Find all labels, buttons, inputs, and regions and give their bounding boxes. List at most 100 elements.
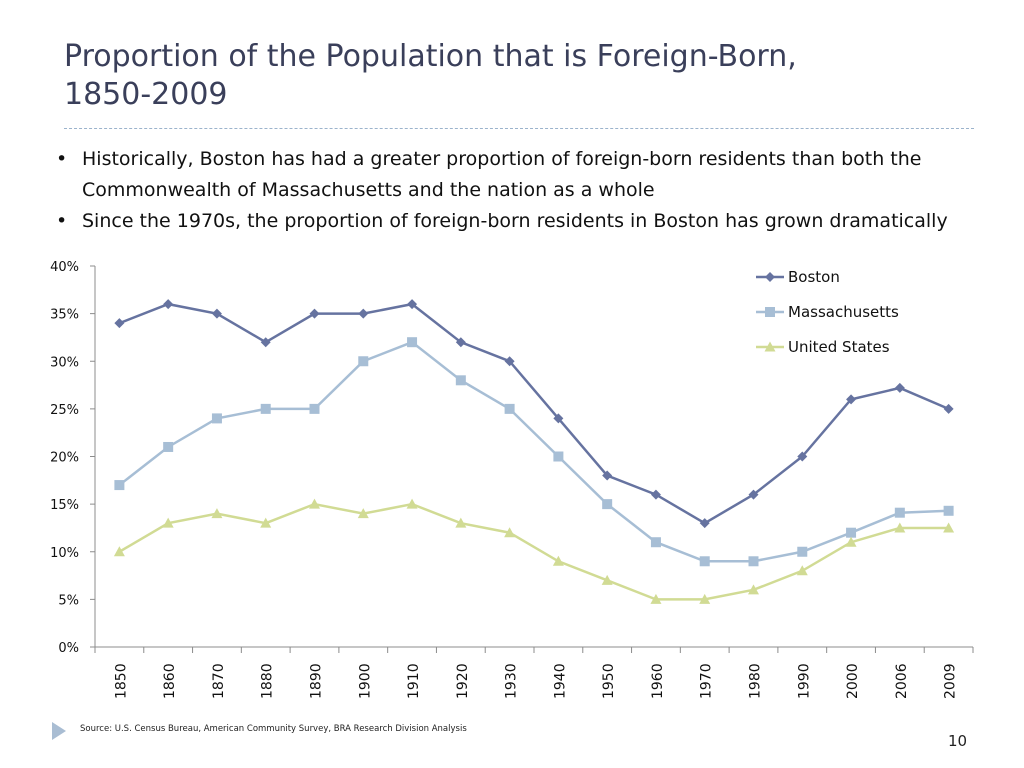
data-point-united-states <box>748 584 759 595</box>
series-line-united-states <box>118 502 949 601</box>
data-point-united-states <box>845 536 857 547</box>
data-point-massachusetts <box>943 505 954 516</box>
y-tick-label: 5% <box>58 593 79 608</box>
data-point-united-states <box>406 498 418 509</box>
x-tick-label: 2006 <box>894 663 910 699</box>
data-point-massachusetts <box>748 556 759 567</box>
x-tick-label: 1890 <box>309 663 325 699</box>
data-point-boston <box>407 299 418 310</box>
data-point-boston <box>602 470 613 481</box>
x-tick-label: 1980 <box>748 663 764 699</box>
data-point-boston <box>846 394 857 405</box>
bullet-item: • Since the 1970s, the proportion of for… <box>50 206 980 237</box>
data-point-united-states <box>650 593 662 604</box>
data-point-united-states <box>504 527 516 538</box>
x-tick-label: 1950 <box>601 663 617 699</box>
x-tick-label: 2000 <box>845 663 861 699</box>
data-point-massachusetts <box>602 499 613 510</box>
data-point-boston <box>699 518 710 529</box>
data-point-massachusetts <box>650 537 661 548</box>
bullet-text: Since the 1970s, the proportion of forei… <box>82 210 948 232</box>
y-tick-label: 15% <box>50 498 79 513</box>
data-point-boston <box>943 403 954 414</box>
series-line-massachusetts <box>118 340 949 563</box>
series-lines <box>113 299 955 604</box>
x-tick-label: 1930 <box>504 663 520 699</box>
page-number: 10 <box>948 732 968 750</box>
x-tick-label: 1860 <box>162 663 178 699</box>
data-point-united-states <box>113 546 125 557</box>
data-point-massachusetts <box>894 507 905 518</box>
legend-label-united-states: United States <box>788 338 890 356</box>
data-point-united-states <box>162 517 174 528</box>
data-point-massachusetts <box>553 451 564 462</box>
y-tick-label: 10% <box>50 546 79 561</box>
data-point-boston <box>114 318 125 329</box>
data-point-united-states <box>455 517 467 528</box>
data-point-boston <box>504 356 515 367</box>
source-note: Source: U.S. Census Bureau, American Com… <box>80 724 467 734</box>
bullet-glyph: • <box>56 210 68 232</box>
bullet-list: • Historically, Boston has had a greater… <box>50 144 980 237</box>
data-point-massachusetts <box>699 556 710 567</box>
data-point-boston <box>309 308 320 319</box>
bullet-glyph: • <box>56 148 68 170</box>
y-tick-label: 25% <box>50 403 79 418</box>
x-tick-label: 1910 <box>406 663 422 699</box>
data-point-massachusetts <box>211 413 222 424</box>
data-point-boston <box>553 413 564 424</box>
data-point-united-states <box>260 517 272 528</box>
series-line-boston <box>118 302 950 525</box>
data-point-boston <box>211 308 222 319</box>
data-point-united-states <box>357 508 369 519</box>
legend-label-boston: Boston <box>788 268 840 286</box>
y-tick-label: 20% <box>50 451 79 466</box>
x-tick-label: 1880 <box>260 663 276 699</box>
data-point-massachusetts <box>455 375 466 386</box>
x-tick-label: 1990 <box>796 663 812 699</box>
x-tick-label: 1960 <box>650 663 666 699</box>
data-point-united-states <box>552 555 564 566</box>
x-tick-label: 1870 <box>211 663 227 699</box>
data-point-united-states <box>894 522 906 533</box>
data-point-boston <box>650 489 661 500</box>
bullet-text: Historically, Boston has had a greater p… <box>82 148 922 201</box>
data-point-massachusetts <box>846 527 857 538</box>
x-tick-label: 1920 <box>455 663 471 699</box>
data-point-boston <box>358 308 369 319</box>
title-divider <box>64 128 974 129</box>
data-point-united-states <box>211 508 223 519</box>
data-point-united-states <box>309 498 320 509</box>
legend-marker-boston <box>765 272 775 282</box>
data-point-boston <box>894 382 905 393</box>
legend-marker-united-states <box>764 341 776 352</box>
data-point-massachusetts <box>797 546 808 557</box>
legend-label-massachusetts: Massachusetts <box>788 303 899 321</box>
data-point-united-states <box>601 574 613 585</box>
x-tick-label: 1850 <box>113 663 129 699</box>
chart-axes <box>90 265 974 653</box>
data-point-boston <box>455 337 466 348</box>
slide-corner-arrow-icon <box>52 722 66 740</box>
y-tick-label: 0% <box>58 641 79 656</box>
data-point-massachusetts <box>358 356 369 367</box>
data-point-massachusetts <box>163 441 174 452</box>
y-tick-label: 35% <box>50 308 79 323</box>
x-tick-label: 1900 <box>357 663 373 699</box>
x-tick-label: 1970 <box>699 663 715 699</box>
slide-title-line-2: 1850-2009 <box>64 77 228 112</box>
x-tick-label: 1940 <box>552 663 568 699</box>
slide-title: Proportion of the Population that is For… <box>64 38 964 114</box>
data-point-massachusetts <box>114 480 125 491</box>
data-point-massachusetts <box>260 403 271 414</box>
data-point-massachusetts <box>407 337 418 348</box>
legend: Boston Massachusetts United States <box>756 268 899 356</box>
data-point-united-states <box>699 593 711 604</box>
legend-marker-massachusetts <box>765 307 775 317</box>
x-tick-label: 2009 <box>943 663 959 699</box>
y-axis-tick-labels: 0% 5% 10% 15% 20% 25% 30% 35% 40% <box>50 260 79 656</box>
bullet-item: • Historically, Boston has had a greater… <box>50 144 980 206</box>
data-point-united-states <box>943 522 955 533</box>
slide-title-line-1: Proportion of the Population that is For… <box>64 39 797 74</box>
